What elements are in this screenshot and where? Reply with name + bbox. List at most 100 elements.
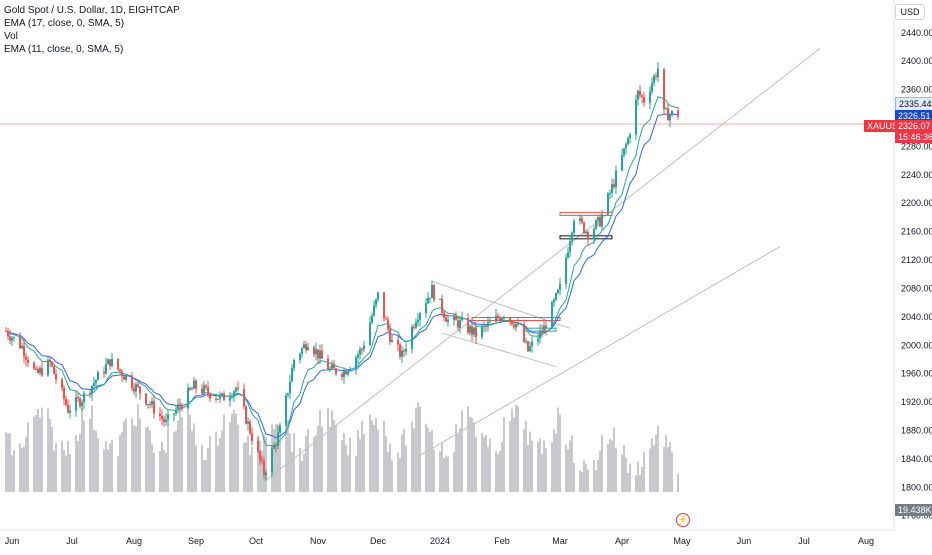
y-tick-label: 2160.00 — [901, 227, 932, 237]
ema-11-legend[interactable]: EMA (11, close, 0, SMA, 5) — [4, 44, 124, 55]
volume-bar — [569, 440, 571, 492]
volume-bar — [551, 442, 553, 492]
candle-body — [609, 192, 611, 194]
candle-body — [571, 232, 573, 242]
volume-bar — [147, 426, 149, 492]
lightning-icon[interactable]: ⚡ — [676, 513, 690, 527]
volume-bar — [345, 444, 347, 492]
bar-countdown: 15:46:36 — [895, 131, 932, 143]
volume-bar — [579, 470, 581, 492]
volume-bar — [615, 448, 617, 492]
volume-bar — [7, 433, 9, 492]
candle-body — [145, 393, 147, 405]
candle-body — [347, 371, 349, 375]
ema-17-legend[interactable]: EMA (17, close, 0, SMA, 5) — [4, 18, 125, 29]
candle-body — [69, 410, 71, 413]
volume-bar — [629, 463, 631, 492]
volume-legend[interactable]: Vol — [4, 31, 18, 42]
candle-body — [599, 216, 601, 227]
volume-bar — [587, 469, 589, 492]
candle-body — [361, 349, 363, 351]
volume-bar — [355, 455, 357, 492]
volume-bar — [531, 440, 533, 492]
candle-body — [201, 388, 203, 394]
volume-bar — [401, 434, 403, 492]
candle-body — [397, 339, 399, 345]
volume-bar — [335, 424, 337, 492]
volume-bar — [229, 422, 231, 492]
volume-bar — [321, 426, 323, 492]
candle-body — [249, 421, 251, 434]
volume-bar — [557, 407, 559, 492]
volume-bar — [217, 445, 219, 492]
candle-body — [385, 318, 387, 320]
candle-body — [313, 347, 315, 355]
candle-body — [453, 316, 455, 320]
volume-bar — [649, 448, 651, 492]
volume-bar — [139, 418, 141, 492]
candle-body — [215, 398, 217, 400]
volume-bar — [63, 449, 65, 492]
candle-body — [551, 302, 553, 329]
x-tick-label: Sep — [188, 536, 204, 546]
y-tick-label: 1920.00 — [901, 397, 932, 407]
volume-bar — [485, 435, 487, 492]
volume-bar — [487, 447, 489, 492]
volume-bar — [69, 454, 71, 492]
candle-body — [461, 317, 463, 321]
volume-bar — [329, 426, 331, 492]
volume-bar — [149, 430, 151, 492]
volume-bar — [601, 435, 603, 492]
candle-body — [11, 338, 13, 341]
candle-body — [333, 364, 335, 369]
candle-body — [473, 327, 475, 335]
volume-bar — [79, 433, 81, 492]
trendline — [263, 47, 821, 483]
x-tick-label: 2024 — [430, 536, 450, 546]
candle-body — [637, 90, 639, 100]
candle-body — [21, 345, 23, 349]
candle-body — [593, 228, 595, 240]
volume-bar — [125, 418, 127, 492]
volume-bar — [643, 451, 645, 492]
volume-bar — [529, 431, 531, 492]
ema-11-line — [5, 96, 679, 447]
volume-bar — [107, 449, 109, 492]
candle-body — [61, 379, 63, 388]
candle-body — [559, 284, 561, 290]
volume-bar — [459, 428, 461, 492]
volume-bar — [413, 428, 415, 492]
volume-bar — [315, 435, 317, 492]
candle-body — [271, 448, 273, 473]
symbol-title[interactable]: Gold Spot / U.S. Dollar, 1D, EIGHTCAP — [4, 5, 180, 16]
candle-body — [193, 380, 195, 389]
volume-bar — [523, 429, 525, 492]
candle-body — [655, 75, 657, 78]
candle-body — [565, 257, 567, 285]
candle-body — [667, 108, 669, 121]
volume-bar — [383, 420, 385, 492]
volume-bar — [61, 440, 63, 492]
candle-body — [223, 393, 225, 401]
x-tick-label: Feb — [494, 536, 510, 546]
candle-body — [39, 368, 41, 373]
currency-selector[interactable]: USD — [895, 4, 925, 20]
volume-bar — [285, 427, 287, 492]
volume-bar — [109, 443, 111, 492]
candle-body — [41, 368, 43, 376]
candle-body — [121, 371, 123, 377]
volume-bar — [209, 435, 211, 492]
candle-body — [441, 298, 443, 313]
x-tick-label: Mar — [552, 536, 568, 546]
volume-bar — [341, 440, 343, 492]
time-axis[interactable]: Jun Jul Aug Sep Oct Nov Dec 2024 Feb Mar Apr May Jun… — [5, 536, 874, 546]
candle-body — [677, 110, 679, 117]
candle-body — [229, 397, 231, 401]
volume-bar — [193, 423, 195, 492]
drawing-overlays[interactable] — [263, 47, 821, 483]
volume-bar — [641, 467, 643, 492]
volume-bar — [103, 449, 105, 492]
candle-body — [221, 393, 223, 395]
